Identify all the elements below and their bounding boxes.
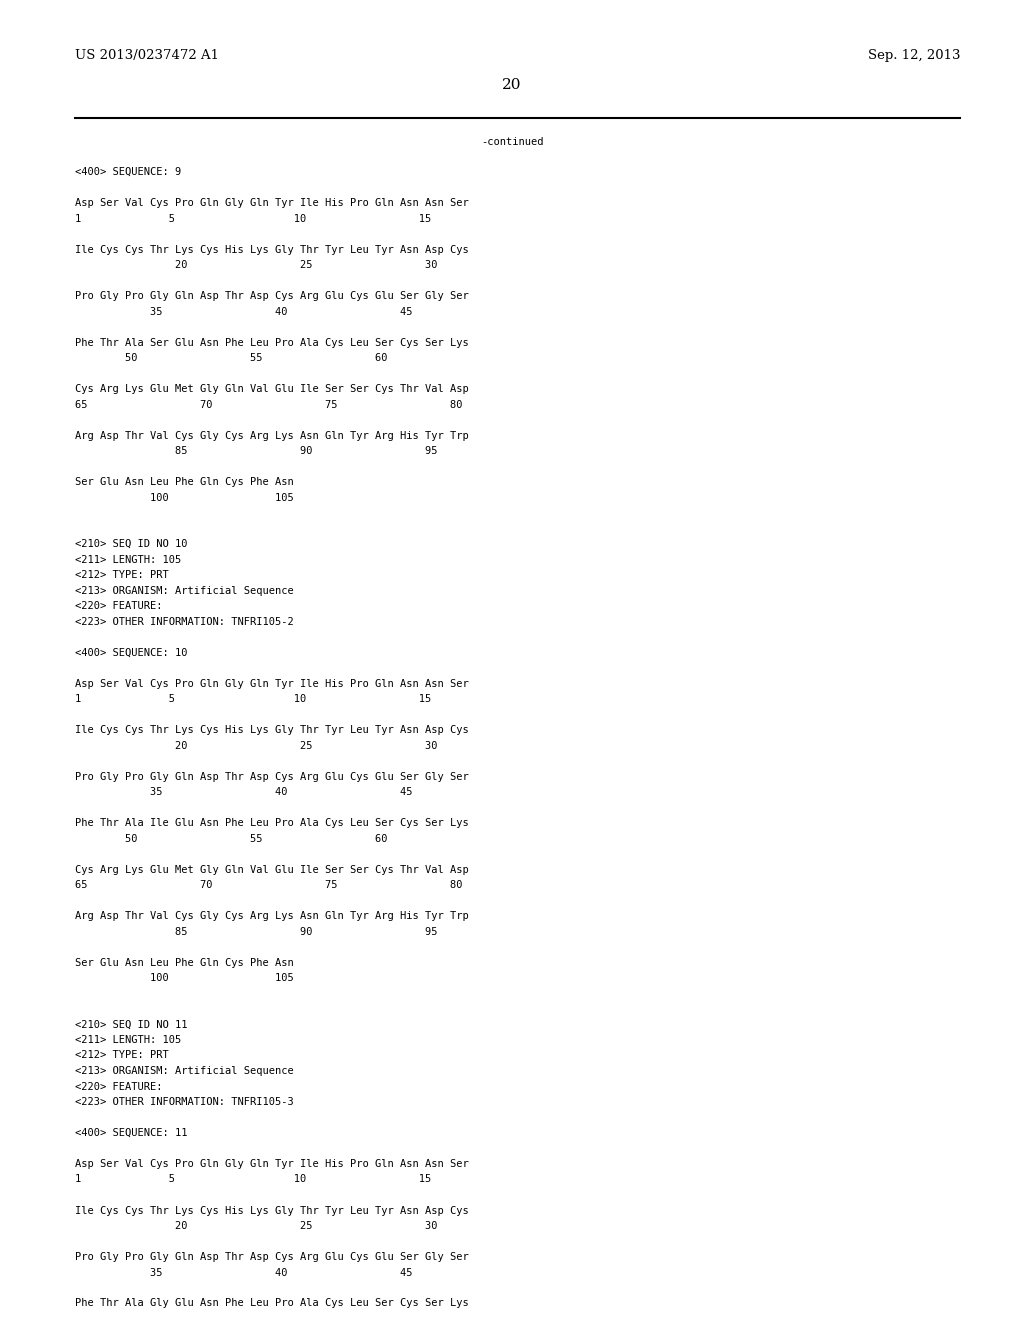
Text: <220> FEATURE:: <220> FEATURE:: [75, 1081, 163, 1092]
Text: 1              5                   10                  15: 1 5 10 15: [75, 214, 431, 223]
Text: Phe Thr Ala Ser Glu Asn Phe Leu Pro Ala Cys Leu Ser Cys Ser Lys: Phe Thr Ala Ser Glu Asn Phe Leu Pro Ala …: [75, 338, 469, 347]
Text: <220> FEATURE:: <220> FEATURE:: [75, 601, 163, 611]
Text: <210> SEQ ID NO 10: <210> SEQ ID NO 10: [75, 539, 187, 549]
Text: <211> LENGTH: 105: <211> LENGTH: 105: [75, 1035, 181, 1045]
Text: US 2013/0237472 A1: US 2013/0237472 A1: [75, 49, 219, 62]
Text: <213> ORGANISM: Artificial Sequence: <213> ORGANISM: Artificial Sequence: [75, 1067, 294, 1076]
Text: Pro Gly Pro Gly Gln Asp Thr Asp Cys Arg Glu Cys Glu Ser Gly Ser: Pro Gly Pro Gly Gln Asp Thr Asp Cys Arg …: [75, 1251, 469, 1262]
Text: <223> OTHER INFORMATION: TNFRI105-3: <223> OTHER INFORMATION: TNFRI105-3: [75, 1097, 294, 1107]
Text: 20                  25                  30: 20 25 30: [75, 741, 437, 751]
Text: <400> SEQUENCE: 9: <400> SEQUENCE: 9: [75, 168, 181, 177]
Text: <400> SEQUENCE: 11: <400> SEQUENCE: 11: [75, 1129, 187, 1138]
Text: 85                  90                  95: 85 90 95: [75, 446, 437, 455]
Text: <400> SEQUENCE: 10: <400> SEQUENCE: 10: [75, 648, 187, 657]
Text: Arg Asp Thr Val Cys Gly Cys Arg Lys Asn Gln Tyr Arg His Tyr Trp: Arg Asp Thr Val Cys Gly Cys Arg Lys Asn …: [75, 430, 469, 441]
Text: 20: 20: [502, 78, 522, 92]
Text: Ile Cys Cys Thr Lys Cys His Lys Gly Thr Tyr Leu Tyr Asn Asp Cys: Ile Cys Cys Thr Lys Cys His Lys Gly Thr …: [75, 1205, 469, 1216]
Text: 85                  90                  95: 85 90 95: [75, 927, 437, 936]
Text: 1              5                   10                  15: 1 5 10 15: [75, 694, 431, 704]
Text: Arg Asp Thr Val Cys Gly Cys Arg Lys Asn Gln Tyr Arg His Tyr Trp: Arg Asp Thr Val Cys Gly Cys Arg Lys Asn …: [75, 911, 469, 921]
Text: Pro Gly Pro Gly Gln Asp Thr Asp Cys Arg Glu Cys Glu Ser Gly Ser: Pro Gly Pro Gly Gln Asp Thr Asp Cys Arg …: [75, 771, 469, 781]
Text: <212> TYPE: PRT: <212> TYPE: PRT: [75, 1051, 169, 1060]
Text: <211> LENGTH: 105: <211> LENGTH: 105: [75, 554, 181, 565]
Text: Ile Cys Cys Thr Lys Cys His Lys Gly Thr Tyr Leu Tyr Asn Asp Cys: Ile Cys Cys Thr Lys Cys His Lys Gly Thr …: [75, 244, 469, 255]
Text: Asp Ser Val Cys Pro Gln Gly Gln Tyr Ile His Pro Gln Asn Asn Ser: Asp Ser Val Cys Pro Gln Gly Gln Tyr Ile …: [75, 198, 469, 209]
Text: 20                  25                  30: 20 25 30: [75, 1221, 437, 1232]
Text: <223> OTHER INFORMATION: TNFRI105-2: <223> OTHER INFORMATION: TNFRI105-2: [75, 616, 294, 627]
Text: 1              5                   10                  15: 1 5 10 15: [75, 1175, 431, 1184]
Text: 50                  55                  60: 50 55 60: [75, 833, 387, 843]
Text: 20                  25                  30: 20 25 30: [75, 260, 437, 271]
Text: 65                  70                  75                  80: 65 70 75 80: [75, 400, 463, 409]
Text: 35                  40                  45: 35 40 45: [75, 1267, 413, 1278]
Text: 50                  55                  60: 50 55 60: [75, 352, 387, 363]
Text: -continued: -continued: [480, 137, 544, 147]
Text: Asp Ser Val Cys Pro Gln Gly Gln Tyr Ile His Pro Gln Asn Asn Ser: Asp Ser Val Cys Pro Gln Gly Gln Tyr Ile …: [75, 678, 469, 689]
Text: 35                  40                  45: 35 40 45: [75, 787, 413, 797]
Text: <213> ORGANISM: Artificial Sequence: <213> ORGANISM: Artificial Sequence: [75, 586, 294, 595]
Text: Ser Glu Asn Leu Phe Gln Cys Phe Asn: Ser Glu Asn Leu Phe Gln Cys Phe Asn: [75, 957, 294, 968]
Text: Phe Thr Ala Ile Glu Asn Phe Leu Pro Ala Cys Leu Ser Cys Ser Lys: Phe Thr Ala Ile Glu Asn Phe Leu Pro Ala …: [75, 818, 469, 828]
Text: <212> TYPE: PRT: <212> TYPE: PRT: [75, 570, 169, 579]
Text: Cys Arg Lys Glu Met Gly Gln Val Glu Ile Ser Ser Cys Thr Val Asp: Cys Arg Lys Glu Met Gly Gln Val Glu Ile …: [75, 384, 469, 393]
Text: 65                  70                  75                  80: 65 70 75 80: [75, 880, 463, 890]
Text: 35                  40                  45: 35 40 45: [75, 306, 413, 317]
Text: <210> SEQ ID NO 11: <210> SEQ ID NO 11: [75, 1019, 187, 1030]
Text: Sep. 12, 2013: Sep. 12, 2013: [867, 49, 961, 62]
Text: Ser Glu Asn Leu Phe Gln Cys Phe Asn: Ser Glu Asn Leu Phe Gln Cys Phe Asn: [75, 477, 294, 487]
Text: Asp Ser Val Cys Pro Gln Gly Gln Tyr Ile His Pro Gln Asn Asn Ser: Asp Ser Val Cys Pro Gln Gly Gln Tyr Ile …: [75, 1159, 469, 1170]
Text: Cys Arg Lys Glu Met Gly Gln Val Glu Ile Ser Ser Cys Thr Val Asp: Cys Arg Lys Glu Met Gly Gln Val Glu Ile …: [75, 865, 469, 875]
Text: 100                 105: 100 105: [75, 492, 294, 503]
Text: Phe Thr Ala Gly Glu Asn Phe Leu Pro Ala Cys Leu Ser Cys Ser Lys: Phe Thr Ala Gly Glu Asn Phe Leu Pro Ala …: [75, 1299, 469, 1308]
Text: Pro Gly Pro Gly Gln Asp Thr Asp Cys Arg Glu Cys Glu Ser Gly Ser: Pro Gly Pro Gly Gln Asp Thr Asp Cys Arg …: [75, 290, 469, 301]
Text: Ile Cys Cys Thr Lys Cys His Lys Gly Thr Tyr Leu Tyr Asn Asp Cys: Ile Cys Cys Thr Lys Cys His Lys Gly Thr …: [75, 725, 469, 735]
Text: 100                 105: 100 105: [75, 973, 294, 983]
